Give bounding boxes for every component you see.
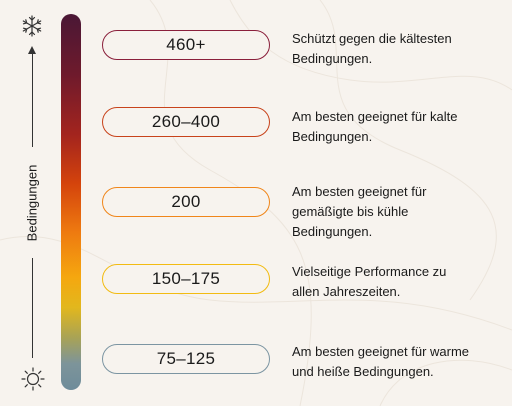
description-line: allen Jahreszeiten. — [292, 284, 401, 299]
description-line: Bedingungen. — [292, 224, 373, 239]
description-line: Vielseitige Performance zu — [292, 264, 447, 279]
sun-icon — [21, 367, 45, 391]
description-line: gemäßigte bis kühle — [292, 204, 409, 219]
level-pill-3: 200 — [102, 187, 270, 217]
description-line: Bedingungen. — [292, 51, 373, 66]
level-description-3: Am besten geeignet für gemäßigte bis küh… — [292, 182, 502, 242]
axis-label: Bedingungen — [24, 164, 40, 242]
level-pill-4: 150–175 — [102, 264, 270, 294]
level-description-4: Vielseitige Performance zu allen Jahresz… — [292, 262, 502, 302]
level-description-5: Am besten geeignet für warme und heiße B… — [292, 342, 502, 382]
axis-line-top — [32, 52, 33, 147]
level-pill-1: 460+ — [102, 30, 270, 60]
axis-line-bottom — [32, 258, 33, 358]
level-pill-5: 75–125 — [102, 344, 270, 374]
level-description-2: Am besten geeignet für kalte Bedingungen… — [292, 107, 502, 147]
level-pill-2: 260–400 — [102, 107, 270, 137]
temperature-gradient-bar — [61, 14, 81, 390]
description-line: Schützt gegen die kältesten — [292, 31, 452, 46]
snowflake-icon — [22, 15, 42, 37]
level-description-1: Schützt gegen die kältesten Bedingungen. — [292, 29, 502, 69]
description-line: Am besten geeignet für warme — [292, 344, 470, 359]
description-line: und heiße Bedingungen. — [292, 364, 434, 379]
description-line: Am besten geeignet für kalte — [292, 109, 458, 124]
axis-arrowhead — [28, 46, 36, 54]
description-line: Am besten geeignet für — [292, 184, 427, 199]
description-line: Bedingungen. — [292, 129, 373, 144]
